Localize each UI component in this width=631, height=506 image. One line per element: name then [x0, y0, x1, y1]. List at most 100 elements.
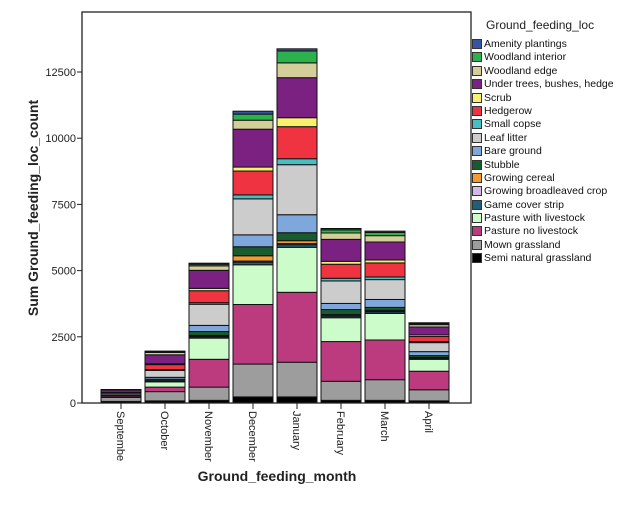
bar-segment: Pasture with livestock: 900 [320, 317, 362, 343]
bar-segment: Mown grassland: 500 [188, 386, 230, 401]
legend-item: Mown grassland [472, 239, 630, 251]
bar-segment: Pasture no livestock: 2640 [276, 291, 318, 363]
bar-segment: Amenity plantings: 20 [144, 350, 186, 353]
bar-segment: Pasture with livestock: 1700 [276, 246, 318, 293]
bar-segment: Leaf litter: 750 [364, 279, 406, 300]
legend-item: Bare ground [472, 145, 630, 157]
bar-segment: Semi natural grassland: 230 [232, 396, 274, 404]
legend-label: Semi natural grassland [484, 252, 592, 265]
y-tick-label: 2500 [52, 332, 76, 344]
bar-segment: Pasture no livestock: 700 [408, 370, 450, 391]
x-tick-label: April [422, 411, 434, 433]
bar-segment: Growing cereal: 200 [232, 255, 274, 262]
legend-label: Woodland edge [484, 64, 558, 77]
bar-segment: Amenity plantings: 110 [232, 110, 274, 115]
y-tick-label: 5000 [52, 266, 76, 278]
bar-segment: Hedgerow: 190 [144, 364, 186, 371]
bar-segment: Small copse: 150 [232, 194, 274, 200]
bar-segment: Bare ground: 230 [188, 324, 230, 333]
bar-segment: Under trees, bushes, hedge: 680 [364, 241, 406, 261]
bar-segment: Bare ground: 230 [320, 302, 362, 311]
y-axis-label: Sum Ground_feeding_loc_count [25, 100, 41, 317]
legend-item: Game cover strip [472, 199, 630, 211]
legend-item: Pasture no livestock [472, 225, 630, 237]
bar-segment: Small copse: 225 [276, 158, 318, 166]
bar-segment: Leaf litter: 340 [408, 342, 450, 353]
legend-item: Small copse [472, 118, 630, 130]
legend-item: Under trees, bushes, hedge [472, 78, 630, 90]
bar-segment: Scrub: 150 [232, 166, 274, 172]
legend-label: Bare ground [484, 145, 542, 158]
legend-swatch [472, 199, 482, 210]
bar-segment: Amenity plantings: 40 [188, 262, 230, 265]
bar-segment: Woodland edge: 240 [320, 232, 362, 240]
bar-segment: Mown grassland: 420 [408, 389, 450, 402]
legend-item: Pasture with livestock [472, 212, 630, 224]
x-axis: Septembe October November December January Fe… [114, 403, 434, 462]
legend-swatch [472, 146, 482, 157]
legend-label: Small copse [484, 118, 542, 131]
bar-segment: Amenity plantings: 50 [320, 227, 362, 231]
bar-segment: Mown grassland: 350 [144, 391, 186, 402]
bar-segment: Leaf litter: 260 [144, 369, 186, 378]
legend-swatch [472, 226, 482, 237]
legend-label: Mown grassland [484, 238, 561, 251]
bar-segment: Under trees, bushes, hedge: 680 [188, 269, 230, 289]
legend-item: Woodland interior [472, 51, 630, 63]
bar-segment: Hedgerow: 530 [364, 262, 406, 278]
x-tick-label: Septembe [114, 411, 126, 461]
legend-item: Woodland edge [472, 65, 630, 77]
y-tick-label: 0 [70, 398, 76, 410]
bar-segment: Hedgerow: 900 [232, 170, 274, 196]
bar-segment: Hedgerow: 530 [320, 263, 362, 279]
bar-segment: Under trees, bushes, hedge: 340 [144, 354, 186, 365]
legend-label: Under trees, bushes, hedge [484, 78, 614, 91]
bar-segment: Leaf litter: 800 [188, 303, 230, 326]
bar-segment: Mown grassland: 1240 [232, 363, 274, 398]
bar-segment: Pasture no livestock: 1500 [364, 339, 406, 381]
legend-label: Amenity plantings [484, 38, 567, 50]
legend-swatch [472, 132, 482, 143]
legend-label: Hedgerow [484, 104, 532, 117]
bar-segment: Pasture with livestock: 1500 [232, 264, 274, 305]
legend-swatch [472, 172, 482, 183]
bar-segment: Pasture no livestock: 1500 [320, 341, 362, 382]
legend-swatch [472, 105, 482, 116]
legend-label: Woodland interior [484, 51, 567, 64]
bar-segment: Under trees, bushes, hedge: 1430 [232, 128, 274, 168]
legend-swatch [472, 186, 482, 197]
legend-swatch [472, 213, 482, 224]
x-tick-label: November [202, 411, 214, 462]
bar-segment: Hedgerow: 450 [188, 290, 230, 304]
bar-segment: Bare ground: 450 [232, 234, 274, 248]
bar-segment: Pasture with livestock: 1000 [364, 312, 406, 341]
bar-segment: Pasture no livestock: 2250 [232, 303, 274, 365]
bar-segment: Stubble: 300 [276, 232, 318, 242]
legend-item: Growing broadleaved crop [472, 185, 630, 197]
x-tick-label: December [246, 411, 258, 462]
legend-item: Stubble [472, 159, 630, 171]
y-tick-label: 7500 [52, 199, 76, 211]
legend-swatch [472, 79, 482, 90]
legend-label: Growing broadleaved crop [484, 185, 608, 198]
legend-item: Leaf litter [472, 132, 630, 144]
legend-swatch [472, 239, 482, 250]
legend-item: Hedgerow [472, 105, 630, 117]
legend-item: Amenity plantings [472, 38, 630, 50]
legend-swatch [472, 92, 482, 103]
legend-label: Pasture no livestock [484, 225, 578, 238]
legend-swatch [472, 65, 482, 76]
legend-swatch [472, 119, 482, 130]
bar-segment: Pasture with livestock: 450 [408, 358, 450, 372]
bar-segment: Leaf litter: 1360 [232, 198, 274, 236]
bar-segment: Woodland edge: 10 [100, 388, 142, 391]
legend-label: Scrub [484, 91, 512, 104]
bar-segment: Stubble: 190 [320, 309, 362, 316]
bar-segment: Woodland edge: 240 [364, 235, 406, 243]
legend-label: Leaf litter [484, 131, 528, 144]
legend-swatch [472, 253, 482, 264]
bar-segment: Pasture no livestock: 1050 [188, 358, 230, 388]
bar-segment: Stubble: 340 [232, 246, 274, 257]
legend-title: Ground_feeding_loc [486, 18, 595, 32]
